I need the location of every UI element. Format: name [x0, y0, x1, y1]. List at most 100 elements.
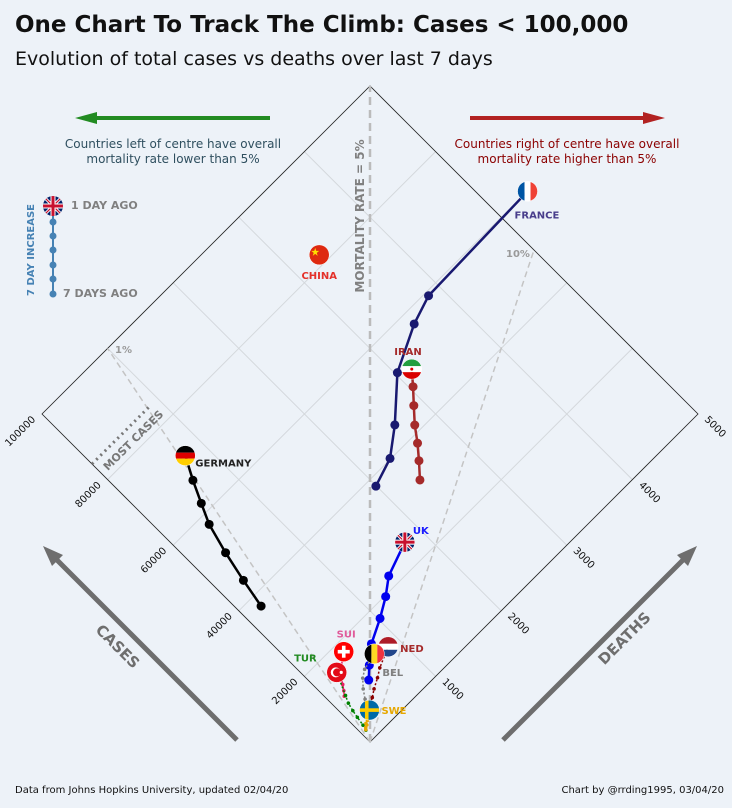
belgium-flag-icon — [364, 643, 385, 665]
case-tick-label: 40000 — [205, 611, 235, 641]
reference-line — [369, 249, 535, 743]
grid-line-cases — [172, 216, 502, 546]
data-point — [381, 592, 391, 602]
data-point — [256, 601, 266, 611]
data-point — [377, 666, 382, 670]
footer-source: Data from Johns Hopkins University, upda… — [15, 785, 289, 796]
series-label: BEL — [382, 668, 403, 679]
grid-line-deaths — [172, 282, 502, 612]
series-bel: BEL — [360, 643, 404, 716]
series-swe: SWE — [359, 699, 407, 732]
legend: 7 DAY INCREASE 1 DAY AGO 7 DAYS AGO — [26, 196, 138, 300]
grid-line-deaths — [304, 151, 633, 480]
chart-grid — [41, 85, 699, 743]
grid-line-cases — [304, 348, 633, 677]
most-cases-dotted-line — [90, 404, 152, 466]
series-tur: TUR — [294, 653, 368, 732]
series-ned: NED — [366, 636, 424, 715]
data-point — [361, 723, 365, 727]
data-point — [385, 453, 395, 463]
data-point — [351, 708, 355, 713]
chart-subtitle: Evolution of total cases vs deaths over … — [15, 48, 493, 70]
data-series: FRANCE IRAN CHINA GERMANY UK NED BEL SUI TUR SWE — [175, 181, 560, 732]
data-point — [414, 456, 424, 466]
chart-frame — [41, 85, 699, 743]
data-point — [409, 401, 419, 411]
death-tick-label: 5000 — [702, 414, 728, 440]
reference-line — [106, 347, 371, 743]
left-note: Countries left of centre have overall mo… — [64, 137, 282, 166]
series-label: SUI — [337, 630, 356, 641]
data-point — [371, 481, 381, 491]
france-flag-icon — [517, 181, 538, 202]
series-label: TUR — [294, 653, 317, 664]
data-point — [415, 475, 425, 485]
series-germany: GERMANY — [175, 445, 266, 611]
series-label: GERMANY — [195, 459, 252, 470]
death-tick-label: 1000 — [439, 677, 465, 703]
data-point — [188, 475, 198, 485]
data-point — [364, 721, 368, 726]
legend-uk-flag-icon — [43, 196, 63, 216]
data-point — [363, 697, 367, 701]
grid-line-cases — [238, 282, 568, 612]
data-point — [375, 613, 385, 623]
grid-line-deaths — [107, 348, 436, 677]
data-point — [364, 675, 374, 685]
most-cases-label: MOST CASES — [101, 408, 166, 473]
data-point — [343, 693, 348, 698]
footer-credit: Chart by @rrding1995, 03/04/20 — [561, 785, 724, 796]
data-point — [392, 368, 402, 378]
death-tick-label: 3000 — [571, 546, 597, 572]
right-note: Countries right of centre have overall m… — [454, 137, 680, 166]
iran-flag-icon — [401, 358, 423, 380]
reference-lines — [106, 86, 535, 743]
cases-axis-label: CASES — [92, 621, 143, 672]
chart-title: One Chart To Track The Climb: Cases < 10… — [15, 12, 629, 38]
series-china: CHINA — [301, 244, 337, 282]
uk-flag-icon — [394, 531, 416, 553]
data-point — [408, 382, 418, 392]
data-point — [346, 701, 351, 705]
data-point — [340, 682, 345, 687]
data-point — [238, 575, 248, 585]
series-label: IRAN — [394, 347, 422, 358]
left-direction-arrow — [75, 112, 270, 124]
series-iran: IRAN — [394, 347, 425, 485]
china-flag-icon — [308, 244, 330, 266]
case-tick-label: 20000 — [270, 677, 300, 707]
series-label: FRANCE — [515, 210, 560, 221]
death-tick-label: 4000 — [636, 480, 662, 506]
case-tick-label: 60000 — [139, 546, 169, 576]
data-point — [390, 420, 400, 430]
series-france: FRANCE — [371, 181, 560, 491]
series-label: CHINA — [301, 271, 337, 282]
data-point — [410, 420, 420, 430]
germany-flag-icon — [175, 445, 196, 466]
data-point — [375, 675, 380, 680]
series-uk: UK — [364, 526, 430, 685]
data-point — [361, 687, 365, 691]
legend-bottom-label: 7 DAYS AGO — [63, 287, 138, 300]
right-direction-arrow — [470, 112, 665, 124]
data-point — [384, 571, 394, 581]
rate-1-label: 1% — [115, 345, 132, 356]
data-point — [204, 519, 214, 529]
case-tick-label: 80000 — [73, 480, 103, 510]
legend-top-label: 1 DAY AGO — [71, 199, 138, 212]
data-point — [372, 687, 376, 691]
data-point — [355, 715, 360, 720]
data-point — [424, 291, 434, 301]
data-point — [413, 438, 423, 448]
series-label: UK — [413, 526, 430, 537]
series-label: SWE — [381, 706, 406, 717]
cases-axis-arrow — [43, 546, 239, 742]
legend-title: 7 DAY INCREASE — [26, 204, 37, 296]
deaths-axis-arrow — [501, 546, 697, 742]
data-point — [362, 667, 367, 672]
grid-line-deaths — [238, 216, 568, 546]
data-point — [409, 319, 419, 329]
data-point — [196, 498, 206, 508]
center-line-label: MORTALITY RATE = 5% — [353, 139, 367, 292]
